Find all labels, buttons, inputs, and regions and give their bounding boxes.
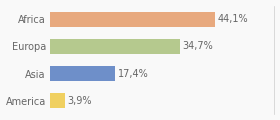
Bar [50, 12, 215, 27]
Bar [50, 93, 65, 108]
Bar [50, 39, 180, 54]
Text: 17,4%: 17,4% [118, 69, 149, 79]
Text: 3,9%: 3,9% [67, 96, 92, 106]
Text: 44,1%: 44,1% [218, 14, 249, 24]
Text: 34,7%: 34,7% [183, 41, 214, 51]
Bar [50, 66, 115, 81]
